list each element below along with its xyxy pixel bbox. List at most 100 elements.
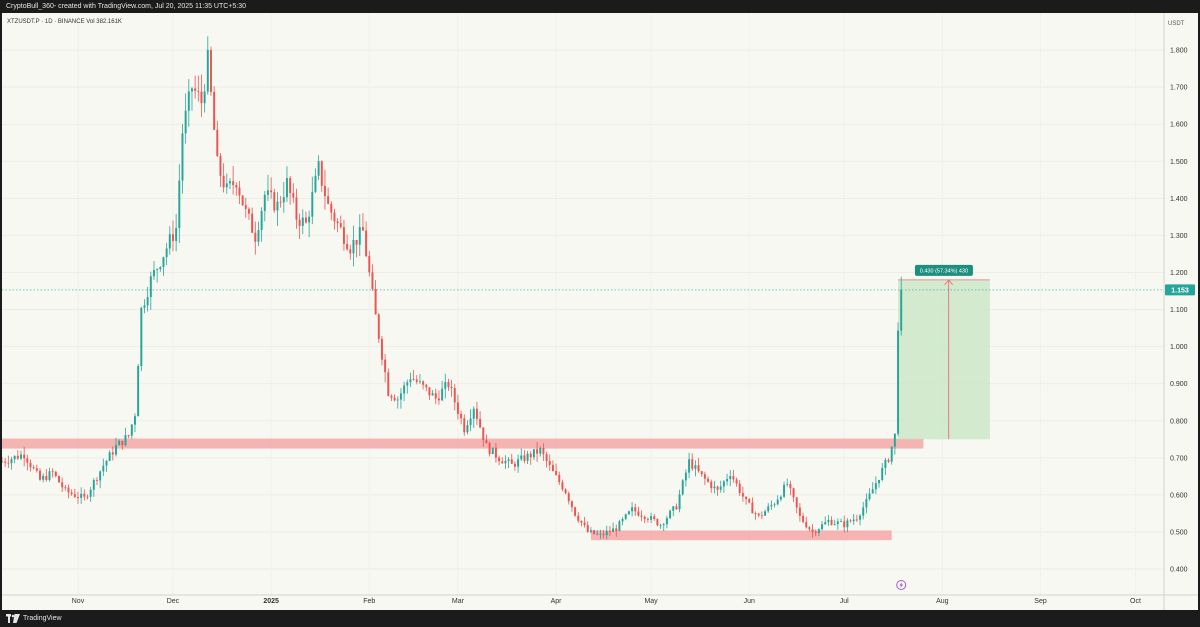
x-tick-label: Oct — [1130, 598, 1141, 605]
candle-body — [124, 435, 127, 446]
candle-body — [431, 393, 434, 396]
candle-body — [238, 187, 241, 196]
lightning-icon[interactable] — [896, 580, 907, 590]
candle-body — [697, 465, 700, 472]
x-tick-label: Jun — [744, 598, 755, 605]
candle-body — [45, 475, 48, 480]
candle-body — [86, 496, 89, 498]
candle-body — [355, 240, 358, 245]
candle-body — [577, 515, 580, 521]
candle-body — [311, 191, 314, 217]
tradingview-icon — [6, 614, 20, 623]
candle-body — [77, 496, 79, 498]
y-tick-label: 1.400 — [1170, 196, 1188, 203]
candle-body — [235, 185, 238, 188]
candle-body — [263, 194, 266, 211]
candle-body — [900, 289, 903, 331]
candle-body — [802, 515, 805, 522]
candle-body — [111, 452, 114, 455]
candle-body — [874, 483, 877, 490]
y-tick-label: 1.800 — [1170, 48, 1188, 55]
support-resistance-zone[interactable] — [2, 438, 924, 449]
symbol-label: XTZUSDT.P · 1D · BINANCE Vol 382.161K — [7, 19, 122, 25]
candle-body — [627, 511, 630, 515]
candle-body — [54, 471, 57, 477]
y-tick-label: 1.200 — [1170, 270, 1188, 277]
candle-body — [130, 424, 133, 436]
candle-body — [29, 462, 32, 468]
candle-body — [418, 381, 421, 383]
candle-body — [89, 489, 92, 497]
candle-body — [219, 156, 222, 176]
candle-body — [339, 223, 342, 228]
candle-body — [67, 487, 70, 493]
candle-body — [244, 205, 247, 209]
candle-body — [504, 460, 507, 464]
candle-body — [846, 520, 849, 528]
candle-body — [197, 90, 200, 92]
candle-body — [732, 476, 735, 480]
candle-body — [767, 506, 770, 512]
candle-body — [700, 471, 703, 475]
candle-body — [23, 454, 26, 459]
candle-body — [121, 440, 124, 446]
x-tick-label: Sep — [1034, 598, 1047, 605]
candle-body — [365, 230, 368, 257]
candle-body — [878, 479, 881, 484]
candle-body — [707, 478, 710, 482]
candle-body — [650, 516, 653, 520]
candle-body — [539, 447, 542, 454]
x-axis-ticks: Nov Dec 2025 Feb Mar Apr May Jun Jul Aug Sep Oct — [72, 598, 1141, 605]
candle-body — [282, 197, 285, 203]
candle-body — [646, 519, 649, 520]
candle-body — [406, 382, 409, 386]
target-box[interactable] — [898, 279, 990, 440]
y-tick-label: 0.800 — [1170, 418, 1188, 425]
candle-body — [460, 413, 463, 419]
candle-body — [279, 201, 282, 203]
candle-body — [741, 493, 744, 497]
tradingview-label: TradingView — [23, 615, 62, 622]
candle-body — [1, 461, 3, 463]
candlestick-chart[interactable]: XTZUSDT.P · 1D · BINANCE Vol 382.161K US… — [1, 13, 1198, 610]
candle-body — [827, 519, 830, 523]
candle-body — [194, 88, 197, 91]
candle-body — [415, 379, 418, 382]
chart-area[interactable]: XTZUSDT.P · 1D · BINANCE Vol 382.161K US… — [1, 13, 1198, 610]
candle-body — [434, 393, 437, 399]
candle-body — [289, 178, 292, 194]
candle-body — [751, 502, 754, 514]
candle-body — [80, 493, 83, 498]
candle-body — [387, 372, 390, 396]
candle-body — [824, 522, 827, 525]
candle-body — [254, 232, 257, 242]
candle-body — [884, 459, 887, 468]
candle-body — [890, 446, 893, 462]
candle-body — [494, 447, 497, 458]
candle-body — [61, 482, 64, 488]
candle-body — [399, 393, 402, 400]
axes — [2, 13, 1198, 610]
x-tick-label: 2025 — [263, 598, 279, 605]
candle-body — [304, 217, 307, 223]
candle-body — [342, 227, 345, 244]
candle-body — [209, 49, 212, 92]
candle-body — [510, 459, 513, 464]
candle-body — [447, 382, 450, 387]
candle-body — [599, 533, 602, 535]
candle-body — [181, 133, 184, 181]
x-tick-label: Apr — [551, 598, 563, 605]
candle-body — [523, 455, 526, 461]
support-resistance-zone[interactable] — [590, 530, 892, 541]
candle-body — [770, 504, 773, 507]
candle-body — [422, 381, 425, 385]
tradingview-logo[interactable]: TradingView — [6, 614, 62, 623]
candle-body — [213, 91, 216, 130]
candle-body — [152, 270, 155, 277]
candle-body — [187, 91, 190, 111]
candle-body — [507, 459, 510, 461]
candle-body — [653, 516, 656, 520]
candle-body — [48, 471, 51, 480]
candle-body — [548, 460, 551, 465]
candle-body — [805, 521, 808, 528]
